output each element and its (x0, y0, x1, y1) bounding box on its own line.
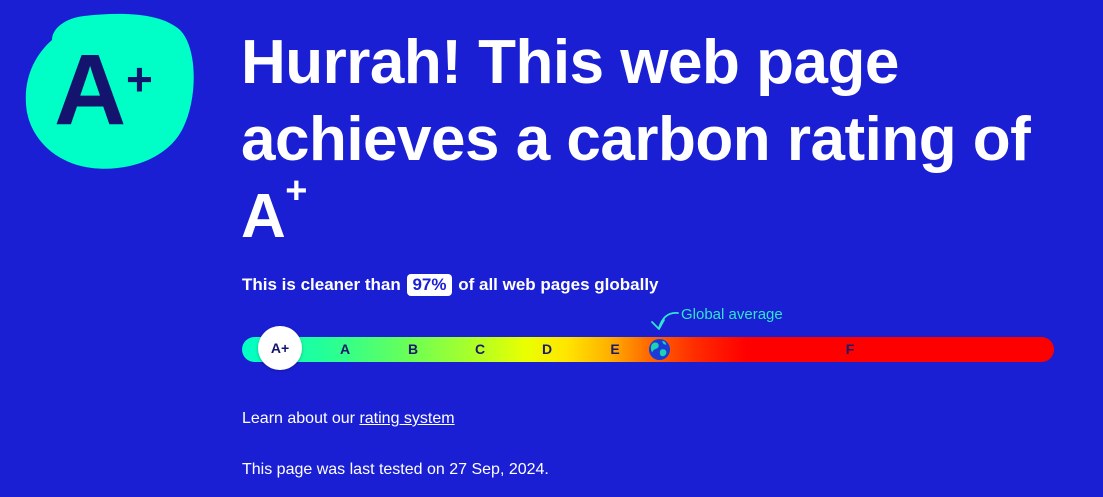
rating-badge: A + (22, 10, 198, 176)
current-grade-marker: A+ (258, 326, 302, 370)
rating-scale: A B C D E F A+ (242, 326, 1054, 370)
cleaner-than-statement: This is cleaner than 97% of all web page… (242, 274, 659, 296)
grade-f: F (845, 341, 855, 357)
learn-more: Learn about our rating system (242, 410, 455, 428)
cleaner-prefix: This is cleaner than (242, 275, 401, 294)
rating-system-link[interactable]: rating system (359, 410, 455, 427)
badge-modifier: + (126, 53, 153, 105)
last-tested-text: This page was last tested on 27 Sep, 202… (242, 461, 549, 478)
cleaner-suffix: of all web pages globally (458, 275, 659, 294)
grade-d: D (541, 341, 553, 357)
learn-prefix: Learn about our (242, 410, 355, 427)
badge-grade: A (54, 34, 126, 146)
grade-a: A (339, 341, 351, 357)
global-average-label: Global average (681, 306, 783, 323)
grade-b: B (407, 341, 419, 357)
headline-grade: A (241, 182, 286, 251)
grade-e: E (610, 341, 620, 357)
badge-blob-icon (25, 13, 194, 169)
headline-modifier: + (285, 170, 307, 212)
globe-icon (648, 338, 671, 361)
percent-badge: 97% (407, 274, 452, 296)
headline-text: Hurrah! This web page achieves a carbon … (241, 28, 1031, 174)
page-title: Hurrah! This web page achieves a carbon … (241, 24, 1061, 255)
curved-arrow-icon (651, 312, 679, 330)
grade-c: C (474, 341, 486, 357)
